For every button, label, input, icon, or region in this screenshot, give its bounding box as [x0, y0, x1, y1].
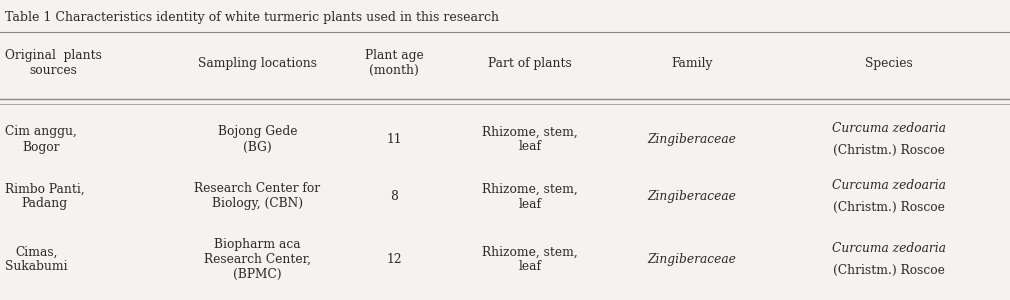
Text: Curcuma zedoaria: Curcuma zedoaria — [832, 179, 945, 192]
Text: Biopharm aca
Research Center,
(BPMC): Biopharm aca Research Center, (BPMC) — [204, 238, 311, 281]
Text: Rhizome, stem,
leaf: Rhizome, stem, leaf — [483, 125, 578, 154]
Text: Curcuma zedoaria: Curcuma zedoaria — [832, 242, 945, 255]
Text: Species: Species — [865, 56, 913, 70]
Text: 8: 8 — [390, 190, 398, 203]
Text: (Christm.) Roscoe: (Christm.) Roscoe — [833, 201, 944, 214]
Text: Original  plants
sources: Original plants sources — [5, 49, 102, 77]
Text: Research Center for
Biology, (CBN): Research Center for Biology, (CBN) — [195, 182, 320, 211]
Text: Sampling locations: Sampling locations — [198, 56, 317, 70]
Text: Cimas,
Sukabumi: Cimas, Sukabumi — [5, 245, 68, 274]
Text: Rimbo Panti,
Padang: Rimbo Panti, Padang — [5, 182, 85, 211]
Text: Zingiberaceae: Zingiberaceae — [647, 190, 736, 203]
Text: Bojong Gede
(BG): Bojong Gede (BG) — [218, 125, 297, 154]
Text: Rhizome, stem,
leaf: Rhizome, stem, leaf — [483, 182, 578, 211]
Text: Part of plants: Part of plants — [489, 56, 572, 70]
Text: 12: 12 — [386, 253, 402, 266]
Text: Table 1 Characteristics identity of white turmeric plants used in this research: Table 1 Characteristics identity of whit… — [5, 11, 499, 23]
Text: Family: Family — [672, 56, 712, 70]
Text: 11: 11 — [386, 133, 402, 146]
Text: Zingiberaceae: Zingiberaceae — [647, 133, 736, 146]
Text: Rhizome, stem,
leaf: Rhizome, stem, leaf — [483, 245, 578, 274]
Text: Curcuma zedoaria: Curcuma zedoaria — [832, 122, 945, 135]
Text: (Christm.) Roscoe: (Christm.) Roscoe — [833, 144, 944, 157]
Text: Zingiberaceae: Zingiberaceae — [647, 253, 736, 266]
Text: Cim anggu,
Bogor: Cim anggu, Bogor — [5, 125, 77, 154]
Text: Plant age
(month): Plant age (month) — [365, 49, 423, 77]
Text: (Christm.) Roscoe: (Christm.) Roscoe — [833, 264, 944, 277]
